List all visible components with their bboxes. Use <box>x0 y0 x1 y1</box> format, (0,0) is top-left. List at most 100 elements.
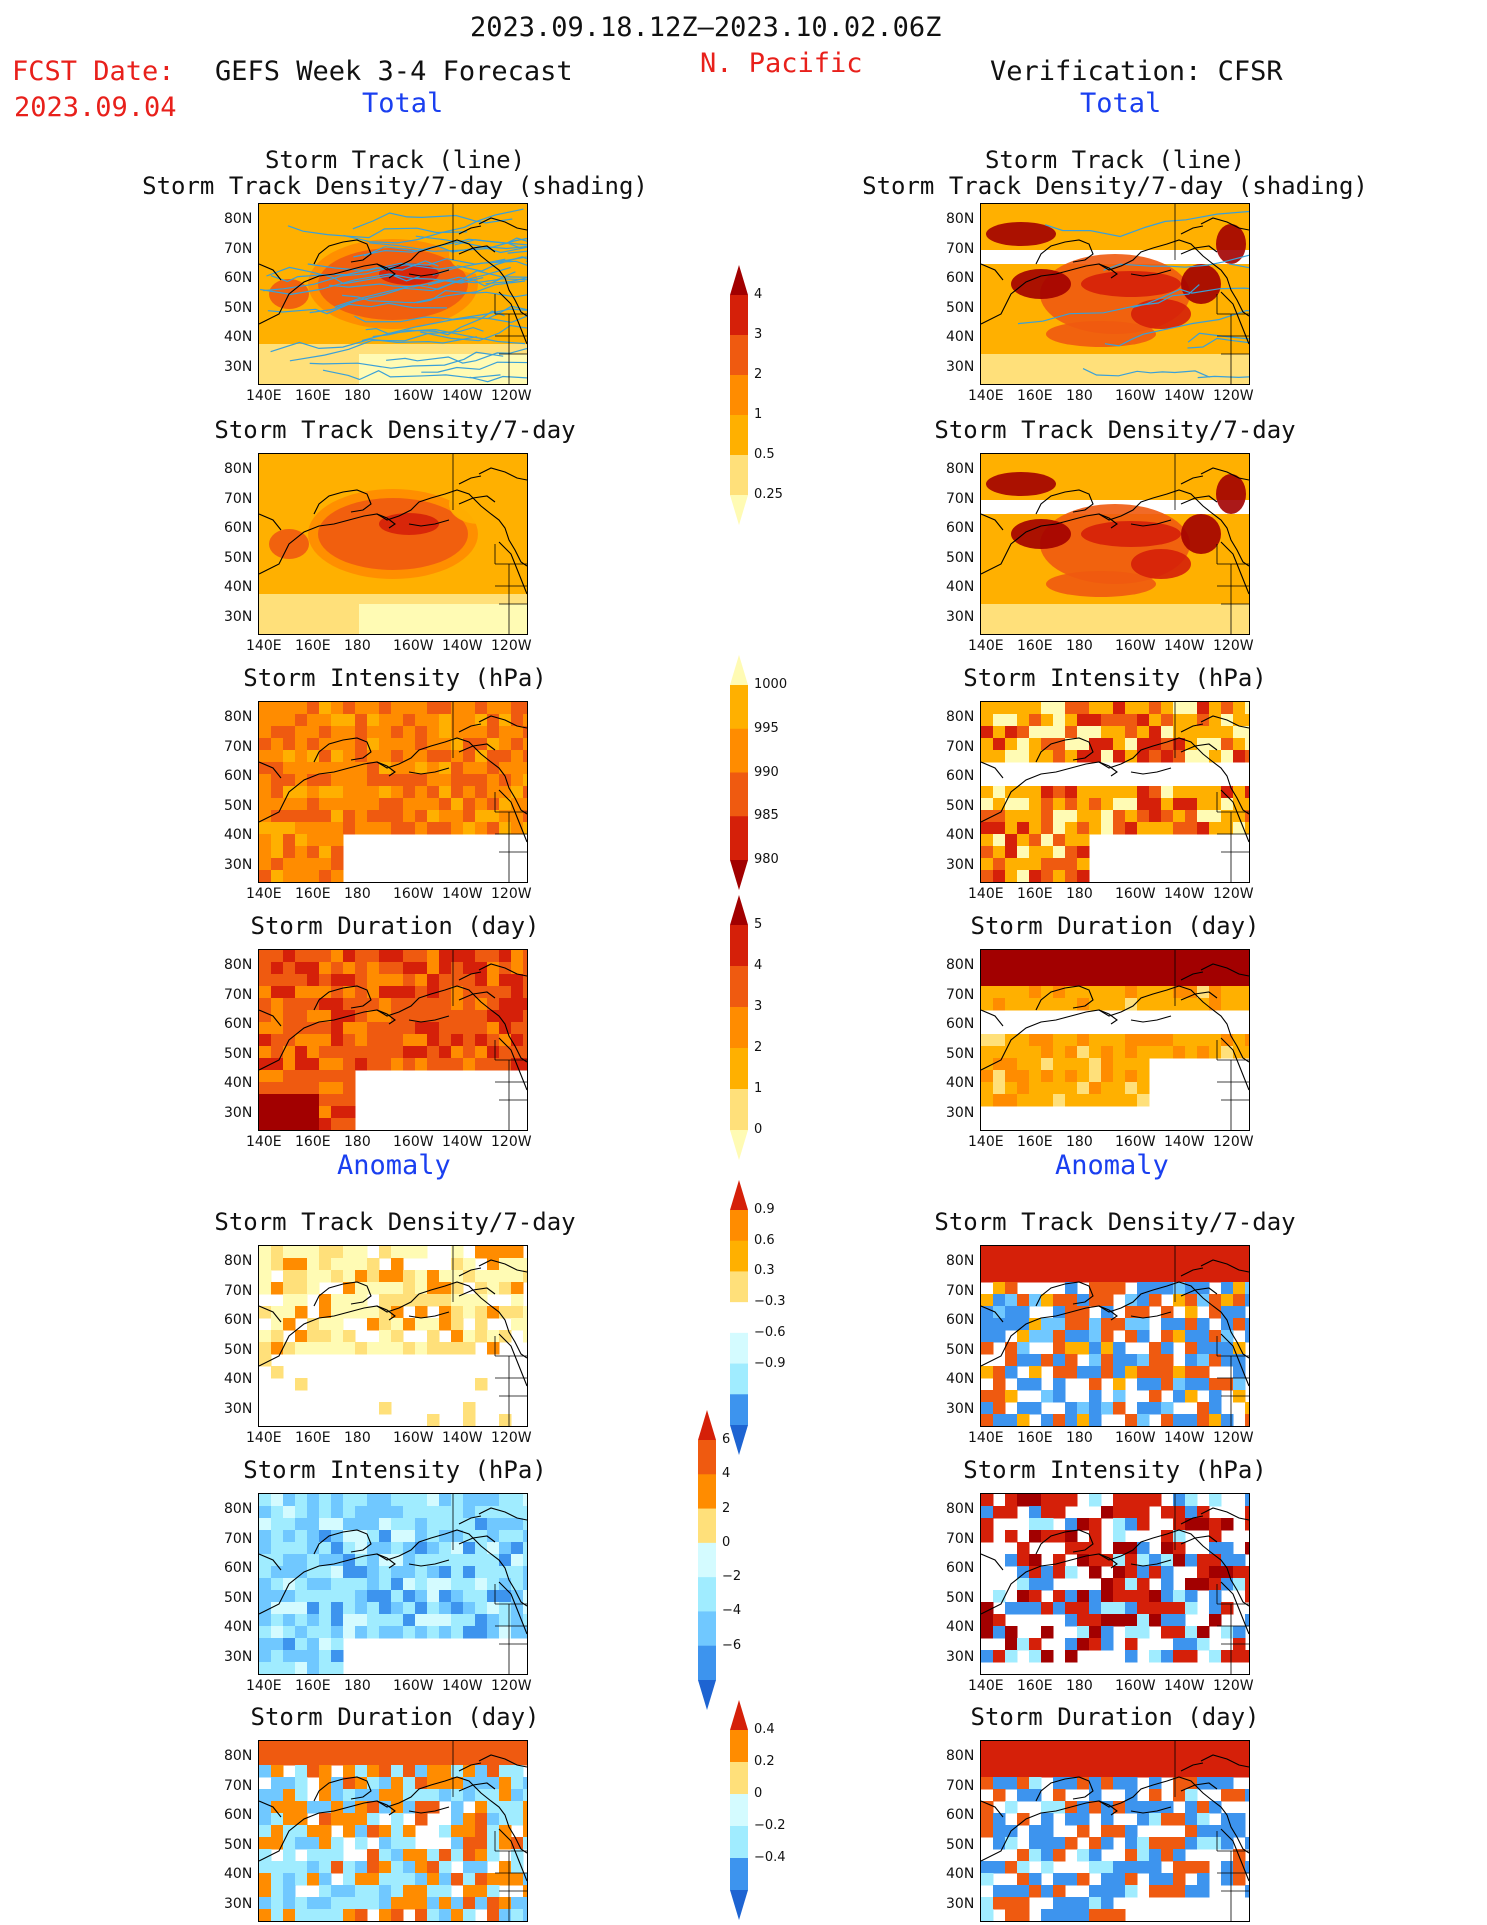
lat-label: 70N <box>946 490 975 507</box>
colorbar-label: 2 <box>722 1500 731 1516</box>
colorbar-intensity <box>730 655 748 890</box>
lon-label: 180 <box>1066 1678 1093 1694</box>
colorbar-swatch <box>730 1271 748 1303</box>
colorbar-swatch <box>730 265 748 295</box>
colorbar-swatch <box>730 495 748 525</box>
lon-label: 120W <box>491 886 532 902</box>
colorbar-swatch <box>730 455 748 496</box>
lat-label: 80N <box>224 1501 253 1517</box>
lon-label: 180 <box>344 1134 371 1150</box>
lat-label: 50N <box>224 549 253 566</box>
colorbar-swatch <box>730 1890 748 1920</box>
lon-label: 160W <box>1115 388 1156 404</box>
lon-label: 140W <box>1164 1430 1205 1446</box>
lon-label: 140E <box>246 1430 282 1446</box>
lat-label: 60N <box>224 270 253 286</box>
lat-label: 70N <box>224 1530 253 1547</box>
lon-label: 140E <box>968 638 1004 654</box>
colorbar-label: 0.2 <box>754 1754 775 1769</box>
lon-label: 140W <box>442 1430 483 1446</box>
region-label: N. Pacific <box>700 48 863 79</box>
colorbar-label: 4 <box>754 287 763 302</box>
panel-title: Storm Duration (day) <box>250 912 540 940</box>
lon-label: 120W <box>491 1678 532 1694</box>
colorbar-swatch <box>730 860 748 890</box>
lon-label: 160W <box>393 1678 434 1694</box>
lat-label: 40N <box>946 1619 975 1635</box>
colorbar-swatch <box>730 1180 748 1210</box>
lat-label: 60N <box>946 1807 975 1823</box>
lat-label: 40N <box>224 579 253 595</box>
panel-title: Storm Track (line) <box>984 146 1246 174</box>
lat-label: 30N <box>946 1895 975 1912</box>
colorbar-swatch <box>730 1826 748 1859</box>
lat-label: 70N <box>946 1777 975 1794</box>
lat-label: 50N <box>224 299 253 316</box>
colorbar-swatch <box>730 1240 748 1272</box>
lat-label: 70N <box>946 240 975 257</box>
lon-label: 160W <box>1115 1134 1156 1150</box>
lat-label: 40N <box>946 1866 975 1882</box>
lat-label: 70N <box>224 986 253 1003</box>
panel-title: Storm Intensity (hPa) <box>243 1456 547 1484</box>
lon-label: 140E <box>246 388 282 404</box>
colorbar-swatch <box>730 728 748 773</box>
map-panel-duration-L <box>258 949 528 1131</box>
colorbar-label: 1 <box>754 1081 763 1096</box>
colorbar-label: 0.3 <box>754 1263 775 1279</box>
fcst-date-value: 2023.09.04 <box>14 92 177 123</box>
colorbar-swatch <box>730 1858 748 1891</box>
lat-label: 30N <box>946 856 975 873</box>
map-panel-intensity-L <box>258 701 528 883</box>
lat-label: 60N <box>946 768 975 784</box>
lat-label: 70N <box>946 1282 975 1299</box>
colorbar-label: 0 <box>722 1534 731 1550</box>
lat-label: 80N <box>946 461 975 477</box>
map-panel-duration-R <box>980 949 1250 1131</box>
panel-title: Storm Track (line) <box>264 146 526 174</box>
lon-label: 160E <box>295 1678 331 1694</box>
colorbar-label: −0.3 <box>754 1294 786 1310</box>
lat-label: 40N <box>946 579 975 595</box>
lon-label: 140W <box>442 388 483 404</box>
colorbar-swatch <box>730 1048 748 1090</box>
map-panel-density-L <box>258 453 528 635</box>
lon-label: 140E <box>968 388 1004 404</box>
anomaly-label-left: Anomaly <box>337 1150 451 1181</box>
lat-label: 30N <box>224 358 253 375</box>
colorbar-swatch <box>730 1332 748 1365</box>
colorbar-swatch <box>730 1794 748 1827</box>
lon-label: 120W <box>1213 1678 1254 1694</box>
lon-label: 120W <box>491 1430 532 1446</box>
colorbar-swatch <box>730 1130 748 1160</box>
colorbar-label: −0.6 <box>754 1324 786 1340</box>
lat-label: 50N <box>946 1045 975 1062</box>
lat-label: 30N <box>946 1648 975 1665</box>
colorbar-swatch <box>698 1680 716 1710</box>
colorbar-swatch <box>730 655 748 685</box>
colorbar-swatch <box>730 335 748 376</box>
lat-label: 50N <box>946 1589 975 1606</box>
lon-label: 160E <box>1017 1678 1053 1694</box>
map-panel-intensity-R <box>980 701 1250 883</box>
lon-label: 180 <box>344 886 371 902</box>
colorbar-label: 0.6 <box>754 1232 775 1248</box>
lon-label: 140W <box>442 1678 483 1694</box>
lat-label: 50N <box>224 1589 253 1606</box>
lon-label: 140W <box>1164 1134 1205 1150</box>
lon-label: 160E <box>1017 638 1053 654</box>
lat-label: 40N <box>224 1866 253 1882</box>
lon-label: 160W <box>393 1134 434 1150</box>
map-panel-density-R <box>980 453 1250 635</box>
lat-label: 60N <box>946 1016 975 1032</box>
lat-label: 30N <box>224 1400 253 1417</box>
colorbar-label: 0.4 <box>754 1722 775 1737</box>
lon-label: 140E <box>246 1134 282 1150</box>
colorbar-density <box>730 265 748 525</box>
lon-label: 160E <box>1017 886 1053 902</box>
colorbar-label: −0.4 <box>754 1850 786 1865</box>
panel-title: Storm Track Density/7-day <box>214 1208 576 1236</box>
total-label-left: Total <box>362 88 444 119</box>
colorbar-label: 980 <box>754 852 779 867</box>
